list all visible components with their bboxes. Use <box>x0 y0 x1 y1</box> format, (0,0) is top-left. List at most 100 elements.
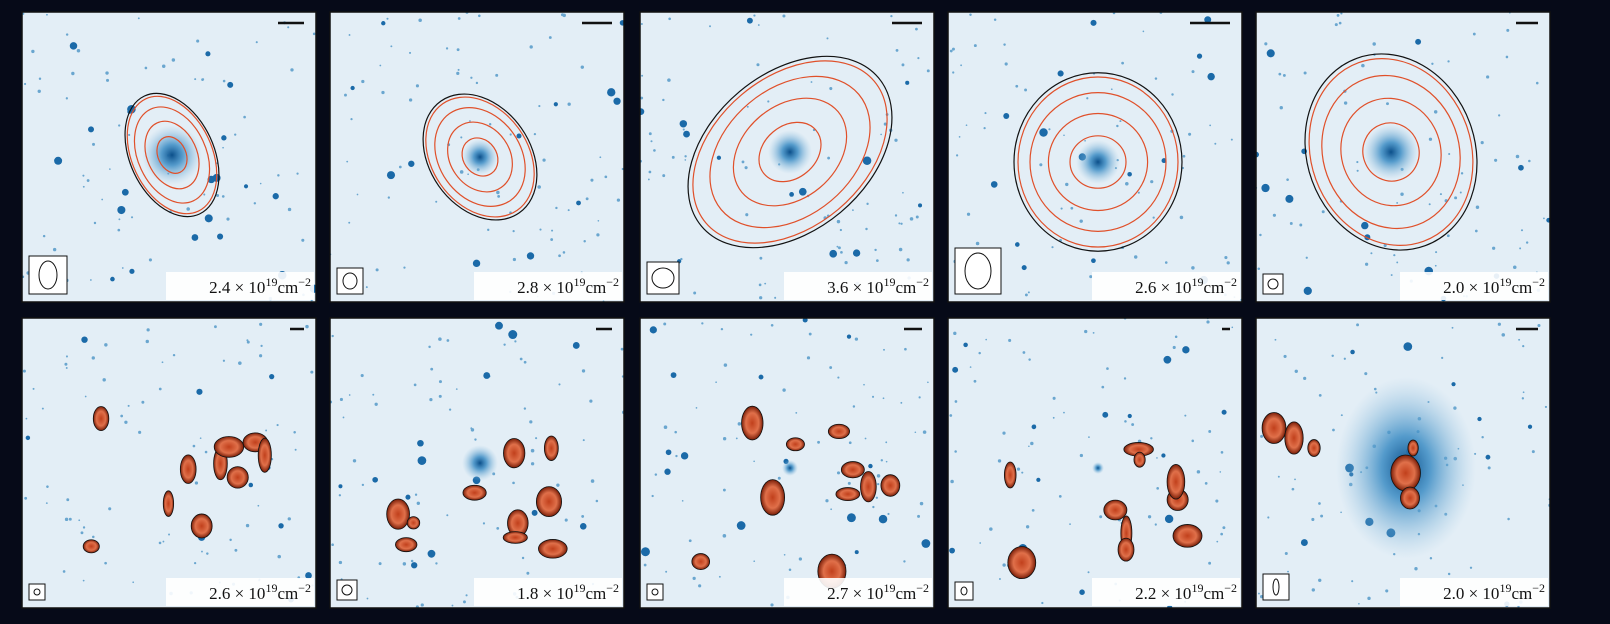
star <box>978 352 980 354</box>
star <box>784 554 786 556</box>
star <box>1165 261 1168 264</box>
star <box>376 268 379 271</box>
star <box>205 214 213 222</box>
exponent: 19 <box>265 581 277 595</box>
star <box>1088 571 1090 573</box>
star <box>750 334 752 336</box>
star <box>724 363 727 366</box>
star <box>138 431 141 434</box>
star <box>604 175 607 178</box>
star <box>680 120 687 127</box>
unit-exponent: −2 <box>1532 275 1545 289</box>
star <box>999 578 1001 580</box>
star <box>684 155 686 157</box>
beam-box <box>1263 574 1289 600</box>
star <box>1361 64 1365 68</box>
star <box>82 175 84 177</box>
star <box>586 197 589 200</box>
star <box>853 405 855 407</box>
star <box>510 133 512 135</box>
star <box>1372 42 1375 45</box>
star <box>1344 358 1346 360</box>
star <box>162 65 165 68</box>
star <box>418 18 422 22</box>
star <box>1124 420 1127 423</box>
star <box>641 75 643 77</box>
beam-box <box>337 268 363 294</box>
star <box>671 372 677 378</box>
star <box>269 374 274 379</box>
star <box>877 474 880 477</box>
hi-clump <box>180 455 196 484</box>
star <box>278 523 283 528</box>
star <box>446 514 448 516</box>
star <box>877 483 879 485</box>
star <box>411 560 414 563</box>
star <box>853 249 860 256</box>
star <box>349 34 351 36</box>
star <box>879 515 887 523</box>
galaxy <box>462 445 498 481</box>
star <box>771 324 774 327</box>
star <box>662 99 664 101</box>
star <box>244 184 248 188</box>
star <box>1283 74 1286 77</box>
star <box>1429 203 1431 205</box>
star <box>1121 62 1124 65</box>
galaxy <box>1092 462 1104 474</box>
star <box>1454 196 1457 199</box>
star <box>789 569 792 572</box>
star <box>970 366 972 368</box>
star <box>516 133 521 138</box>
star <box>1318 502 1321 505</box>
star <box>1385 589 1388 592</box>
star <box>305 325 308 328</box>
star <box>496 527 499 530</box>
star <box>331 335 333 337</box>
star <box>1148 515 1151 518</box>
star <box>1188 133 1191 136</box>
star <box>1545 406 1547 408</box>
star <box>753 560 755 562</box>
star <box>257 505 259 507</box>
star <box>1498 114 1500 116</box>
star <box>900 223 902 225</box>
star <box>837 220 840 223</box>
star <box>449 408 451 410</box>
star <box>66 498 69 501</box>
star <box>917 57 919 59</box>
star <box>520 358 523 361</box>
star <box>483 372 490 379</box>
star <box>907 258 910 261</box>
star <box>583 240 585 242</box>
star <box>1460 191 1462 193</box>
star <box>222 195 225 198</box>
star <box>550 238 553 241</box>
star <box>1523 391 1525 393</box>
star <box>680 258 682 260</box>
star <box>104 343 107 346</box>
star <box>1498 323 1501 326</box>
star <box>92 143 95 146</box>
star <box>539 229 541 231</box>
coefficient: 2.8 × 10 <box>517 278 573 297</box>
star <box>927 381 929 383</box>
star <box>1435 265 1437 267</box>
star <box>66 33 68 35</box>
exponent: 19 <box>1499 581 1511 595</box>
star <box>1051 246 1053 248</box>
star <box>192 234 199 241</box>
star <box>514 340 516 342</box>
star <box>758 24 760 26</box>
star <box>194 562 196 564</box>
star <box>346 161 348 163</box>
star <box>83 526 85 528</box>
unit-exponent: −2 <box>1224 275 1237 289</box>
galaxy <box>1076 140 1120 184</box>
star <box>1028 445 1030 447</box>
star <box>919 396 921 398</box>
star <box>847 513 856 522</box>
star <box>1063 412 1065 414</box>
star <box>1461 172 1463 174</box>
star <box>1079 219 1082 222</box>
